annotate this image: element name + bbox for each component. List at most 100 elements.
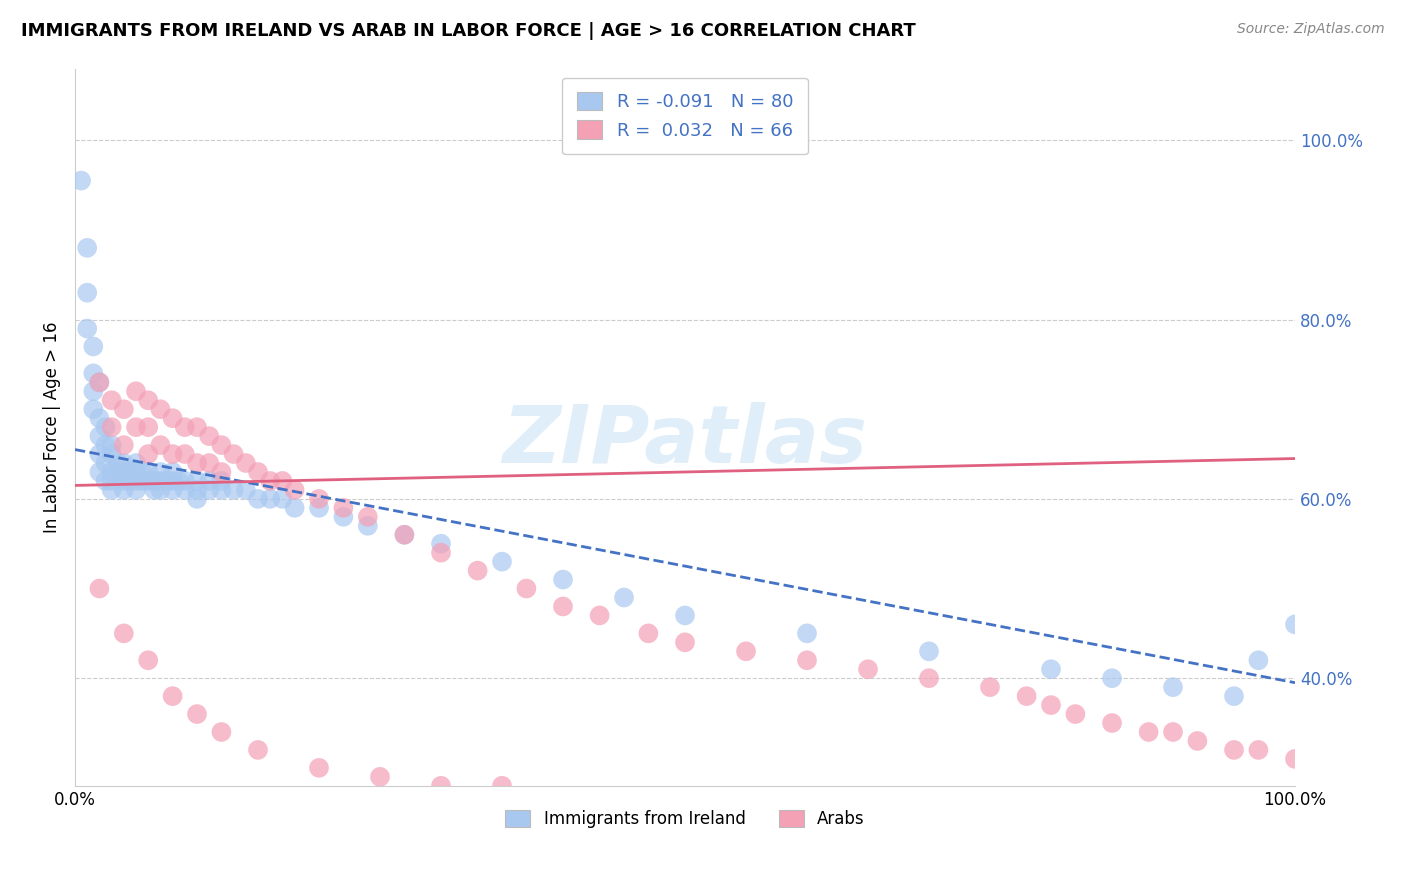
- Point: [209, 438, 232, 452]
- Point: [125, 420, 148, 434]
- Point: [796, 653, 818, 667]
- Point: [613, 591, 636, 605]
- Point: [100, 447, 122, 461]
- Point: [271, 474, 294, 488]
- Point: [637, 626, 659, 640]
- Point: [136, 393, 159, 408]
- Point: [136, 447, 159, 461]
- Point: [100, 483, 122, 497]
- Point: [100, 474, 122, 488]
- Point: [143, 483, 166, 497]
- Point: [70, 173, 93, 187]
- Point: [100, 438, 122, 452]
- Point: [186, 483, 208, 497]
- Point: [186, 420, 208, 434]
- Point: [94, 456, 117, 470]
- Point: [118, 474, 141, 488]
- Point: [76, 321, 98, 335]
- Point: [1015, 689, 1038, 703]
- Point: [284, 500, 307, 515]
- Point: [94, 420, 117, 434]
- Point: [198, 474, 221, 488]
- Point: [357, 509, 380, 524]
- Point: [89, 447, 111, 461]
- Point: [112, 402, 135, 417]
- Point: [82, 367, 104, 381]
- Point: [430, 546, 453, 560]
- Point: [247, 465, 270, 479]
- Point: [551, 599, 574, 614]
- Point: [118, 465, 141, 479]
- Point: [112, 465, 135, 479]
- Text: IMMIGRANTS FROM IRELAND VS ARAB IN LABOR FORCE | AGE > 16 CORRELATION CHART: IMMIGRANTS FROM IRELAND VS ARAB IN LABOR…: [21, 22, 915, 40]
- Point: [394, 527, 416, 541]
- Point: [1284, 617, 1306, 632]
- Text: Source: ZipAtlas.com: Source: ZipAtlas.com: [1237, 22, 1385, 37]
- Point: [173, 483, 195, 497]
- Point: [1223, 689, 1246, 703]
- Point: [162, 689, 184, 703]
- Point: [856, 662, 879, 676]
- Point: [979, 680, 1001, 694]
- Point: [89, 429, 111, 443]
- Point: [82, 384, 104, 399]
- Point: [491, 555, 513, 569]
- Point: [89, 582, 111, 596]
- Point: [198, 429, 221, 443]
- Point: [308, 491, 330, 506]
- Point: [796, 626, 818, 640]
- Point: [82, 402, 104, 417]
- Point: [332, 509, 354, 524]
- Point: [76, 872, 98, 887]
- Point: [588, 608, 610, 623]
- Point: [125, 384, 148, 399]
- Point: [467, 564, 489, 578]
- Point: [76, 285, 98, 300]
- Point: [1101, 716, 1123, 731]
- Point: [100, 465, 122, 479]
- Point: [735, 644, 758, 658]
- Legend: Immigrants from Ireland, Arabs: Immigrants from Ireland, Arabs: [499, 804, 872, 835]
- Point: [162, 411, 184, 425]
- Point: [162, 483, 184, 497]
- Point: [149, 483, 172, 497]
- Point: [136, 653, 159, 667]
- Point: [136, 465, 159, 479]
- Point: [1223, 743, 1246, 757]
- Point: [1101, 671, 1123, 685]
- Point: [1247, 743, 1270, 757]
- Point: [222, 483, 245, 497]
- Point: [198, 456, 221, 470]
- Point: [259, 491, 281, 506]
- Point: [515, 582, 537, 596]
- Point: [551, 573, 574, 587]
- Point: [259, 474, 281, 488]
- Point: [100, 393, 122, 408]
- Point: [1040, 698, 1063, 712]
- Point: [209, 483, 232, 497]
- Point: [143, 474, 166, 488]
- Point: [1137, 725, 1160, 739]
- Point: [82, 339, 104, 353]
- Point: [235, 456, 257, 470]
- Point: [173, 474, 195, 488]
- Point: [149, 438, 172, 452]
- Point: [247, 743, 270, 757]
- Point: [162, 465, 184, 479]
- Point: [1040, 662, 1063, 676]
- Point: [131, 474, 153, 488]
- Point: [186, 491, 208, 506]
- Point: [1161, 680, 1184, 694]
- Point: [107, 465, 129, 479]
- Point: [247, 491, 270, 506]
- Point: [186, 456, 208, 470]
- Text: ZIPatlas: ZIPatlas: [502, 402, 868, 481]
- Point: [173, 420, 195, 434]
- Point: [89, 411, 111, 425]
- Point: [89, 376, 111, 390]
- Point: [357, 518, 380, 533]
- Point: [112, 474, 135, 488]
- Point: [136, 420, 159, 434]
- Point: [107, 456, 129, 470]
- Point: [308, 500, 330, 515]
